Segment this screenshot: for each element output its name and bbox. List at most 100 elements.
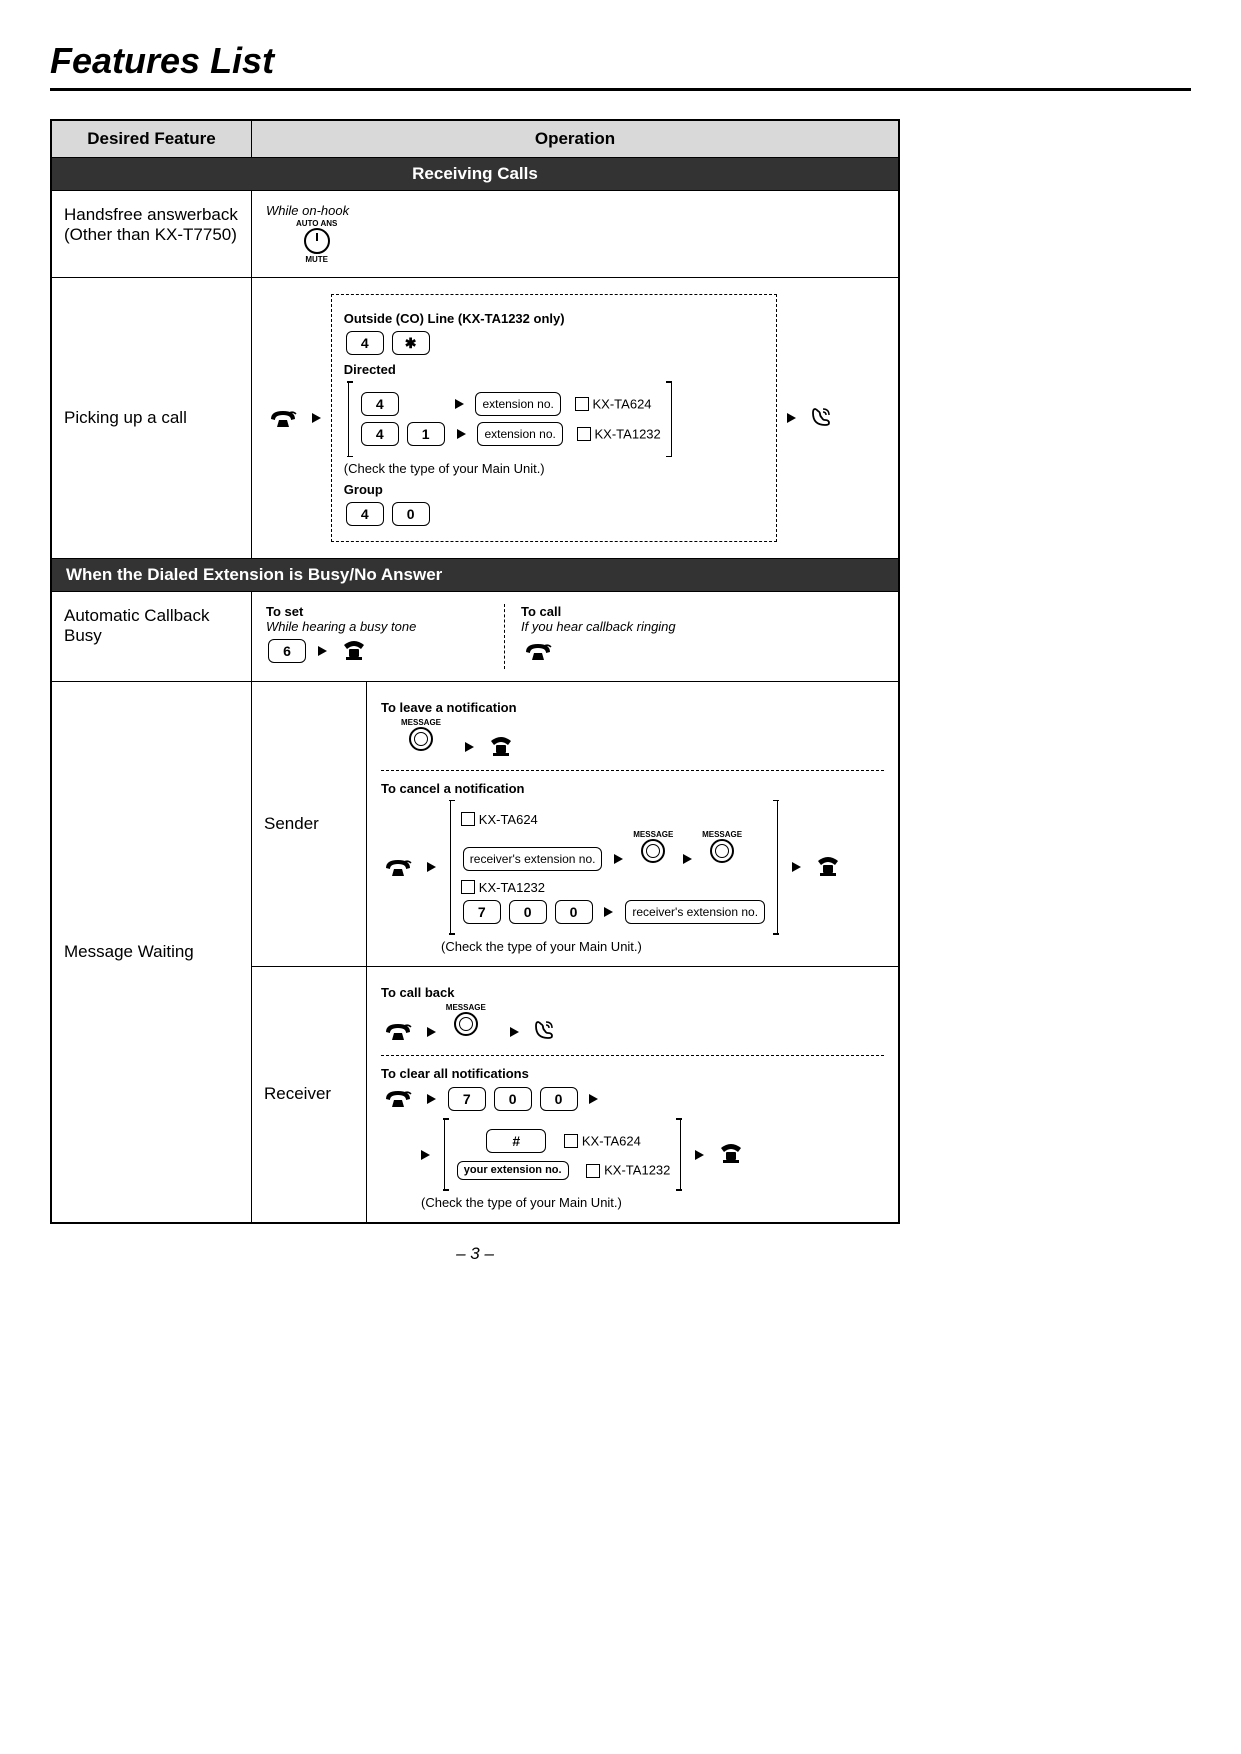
section-receiving: Receiving Calls [51, 158, 899, 191]
auto-ans-label: AUTO ANS [296, 220, 337, 228]
call-cond: If you hear callback ringing [521, 619, 676, 634]
arrow-icon [427, 862, 436, 872]
key-7: 7 [448, 1087, 486, 1111]
page-title: Features List [50, 40, 1191, 91]
key-0: 0 [509, 900, 547, 924]
handsfree-cond: While on-hook [266, 203, 884, 218]
key-0: 0 [392, 502, 430, 526]
arrow-icon [421, 1150, 430, 1160]
clear-notif-label: To clear all notifications [381, 1066, 884, 1081]
cancel-bracket: KX-TA624 receiver's extension no. MESSAG… [450, 800, 778, 935]
leave-notif-label: To leave a notification [381, 700, 884, 715]
section-busy: When the Dialed Extension is Busy/No Ans… [51, 559, 899, 592]
arrow-icon [589, 1094, 598, 1104]
checkbox-icon [564, 1134, 578, 1148]
col-feature: Desired Feature [51, 120, 252, 158]
model-1232: KX-TA1232 [595, 427, 661, 442]
callback-label: To call back [381, 985, 884, 1000]
divider [381, 1055, 884, 1056]
ext-no-field: extension no. [477, 422, 562, 446]
arrow-icon [427, 1094, 436, 1104]
divider [381, 770, 884, 771]
key-0: 0 [540, 1087, 578, 1111]
op-sender: To leave a notification MESSAGE To cance… [367, 682, 900, 967]
off-hook-icon [269, 405, 299, 432]
key-1: 1 [407, 422, 445, 446]
cancel-notif-label: To cancel a notification [381, 781, 884, 796]
arrow-icon [455, 399, 464, 409]
arrow-icon [427, 1027, 436, 1037]
checkbox-icon [577, 427, 591, 441]
check-note: (Check the type of your Main Unit.) [344, 461, 764, 476]
feature-pickup: Picking up a call [51, 278, 252, 559]
checkbox-icon [461, 812, 475, 826]
key-6: 6 [268, 639, 306, 663]
key-4: 4 [361, 422, 399, 446]
key-0: 0 [555, 900, 593, 924]
recv-ext-field: receiver's extension no. [463, 847, 603, 871]
model-1232: KX-TA1232 [479, 880, 545, 895]
key-7: 7 [463, 900, 501, 924]
feature-handsfree: Handsfree answerback (Other than KX-T775… [51, 191, 252, 278]
off-hook-icon [384, 1085, 414, 1112]
key-4: 4 [361, 392, 399, 416]
op-handsfree: While on-hook AUTO ANS MUTE [252, 191, 900, 278]
off-hook-icon [524, 638, 554, 665]
message-btn-label: MESSAGE [702, 831, 742, 839]
check-note: (Check the type of your Main Unit.) [441, 939, 884, 954]
talk-icon [809, 405, 835, 432]
off-hook-icon [384, 854, 414, 881]
outside-line-label: Outside (CO) Line (KX-TA1232 only) [344, 311, 764, 326]
op-pickup: Outside (CO) Line (KX-TA1232 only) 4 ✱ D… [252, 278, 900, 559]
receiver-label: Receiver [252, 966, 367, 1222]
arrow-icon [614, 854, 623, 864]
arrow-icon [683, 854, 692, 864]
on-hook-icon [717, 1142, 745, 1167]
model-624: KX-TA624 [593, 397, 652, 412]
auto-ans-mute-button: AUTO ANS MUTE [296, 220, 337, 264]
page-number: – 3 – [50, 1244, 900, 1264]
arrow-icon [318, 646, 327, 656]
arrow-icon [787, 413, 796, 423]
mute-label: MUTE [296, 256, 337, 264]
pickup-options-box: Outside (CO) Line (KX-TA1232 only) 4 ✱ D… [331, 294, 777, 542]
off-hook-icon [384, 1018, 414, 1045]
feature-msgwait: Message Waiting [51, 682, 252, 1223]
arrow-icon [510, 1027, 519, 1037]
your-ext-field: your extension no. [457, 1161, 569, 1179]
arrow-icon [312, 413, 321, 423]
model-624: KX-TA624 [479, 812, 538, 827]
to-set-label: To set [266, 604, 496, 619]
to-call-label: To call [521, 604, 676, 619]
model-624: KX-TA624 [582, 1134, 641, 1149]
directed-bracket: 4 extension no. KX-TA624 4 1 extension n… [348, 381, 672, 457]
arrow-icon [695, 1150, 704, 1160]
op-receiver: To call back MESSAGE To clear all notifi… [367, 966, 900, 1222]
message-btn-label: MESSAGE [633, 831, 673, 839]
checkbox-icon [575, 397, 589, 411]
key-hash: # [486, 1129, 546, 1153]
divider: To call If you hear callback ringing [504, 604, 676, 669]
on-hook-icon [487, 735, 515, 760]
model-1232: KX-TA1232 [604, 1163, 670, 1178]
arrow-icon [457, 429, 466, 439]
message-btn-label: MESSAGE [446, 1004, 486, 1012]
op-callback: To set While hearing a busy tone 6 To ca… [252, 592, 900, 682]
checkbox-icon [586, 1164, 600, 1178]
key-4: 4 [346, 502, 384, 526]
sender-label: Sender [252, 682, 367, 967]
on-hook-icon [340, 639, 368, 664]
arrow-icon [465, 742, 474, 752]
arrow-icon [792, 862, 801, 872]
feature-callback: Automatic Callback Busy [51, 592, 252, 682]
message-btn-label: MESSAGE [401, 719, 441, 727]
key-star: ✱ [392, 331, 430, 355]
group-label: Group [344, 482, 764, 497]
ext-no-field: extension no. [475, 392, 560, 416]
on-hook-icon [814, 855, 842, 880]
col-operation: Operation [252, 120, 900, 158]
message-button: MESSAGE [446, 1004, 486, 1038]
message-button: MESSAGE [401, 719, 441, 753]
features-table: Desired Feature Operation Receiving Call… [50, 119, 900, 1224]
key-4: 4 [346, 331, 384, 355]
